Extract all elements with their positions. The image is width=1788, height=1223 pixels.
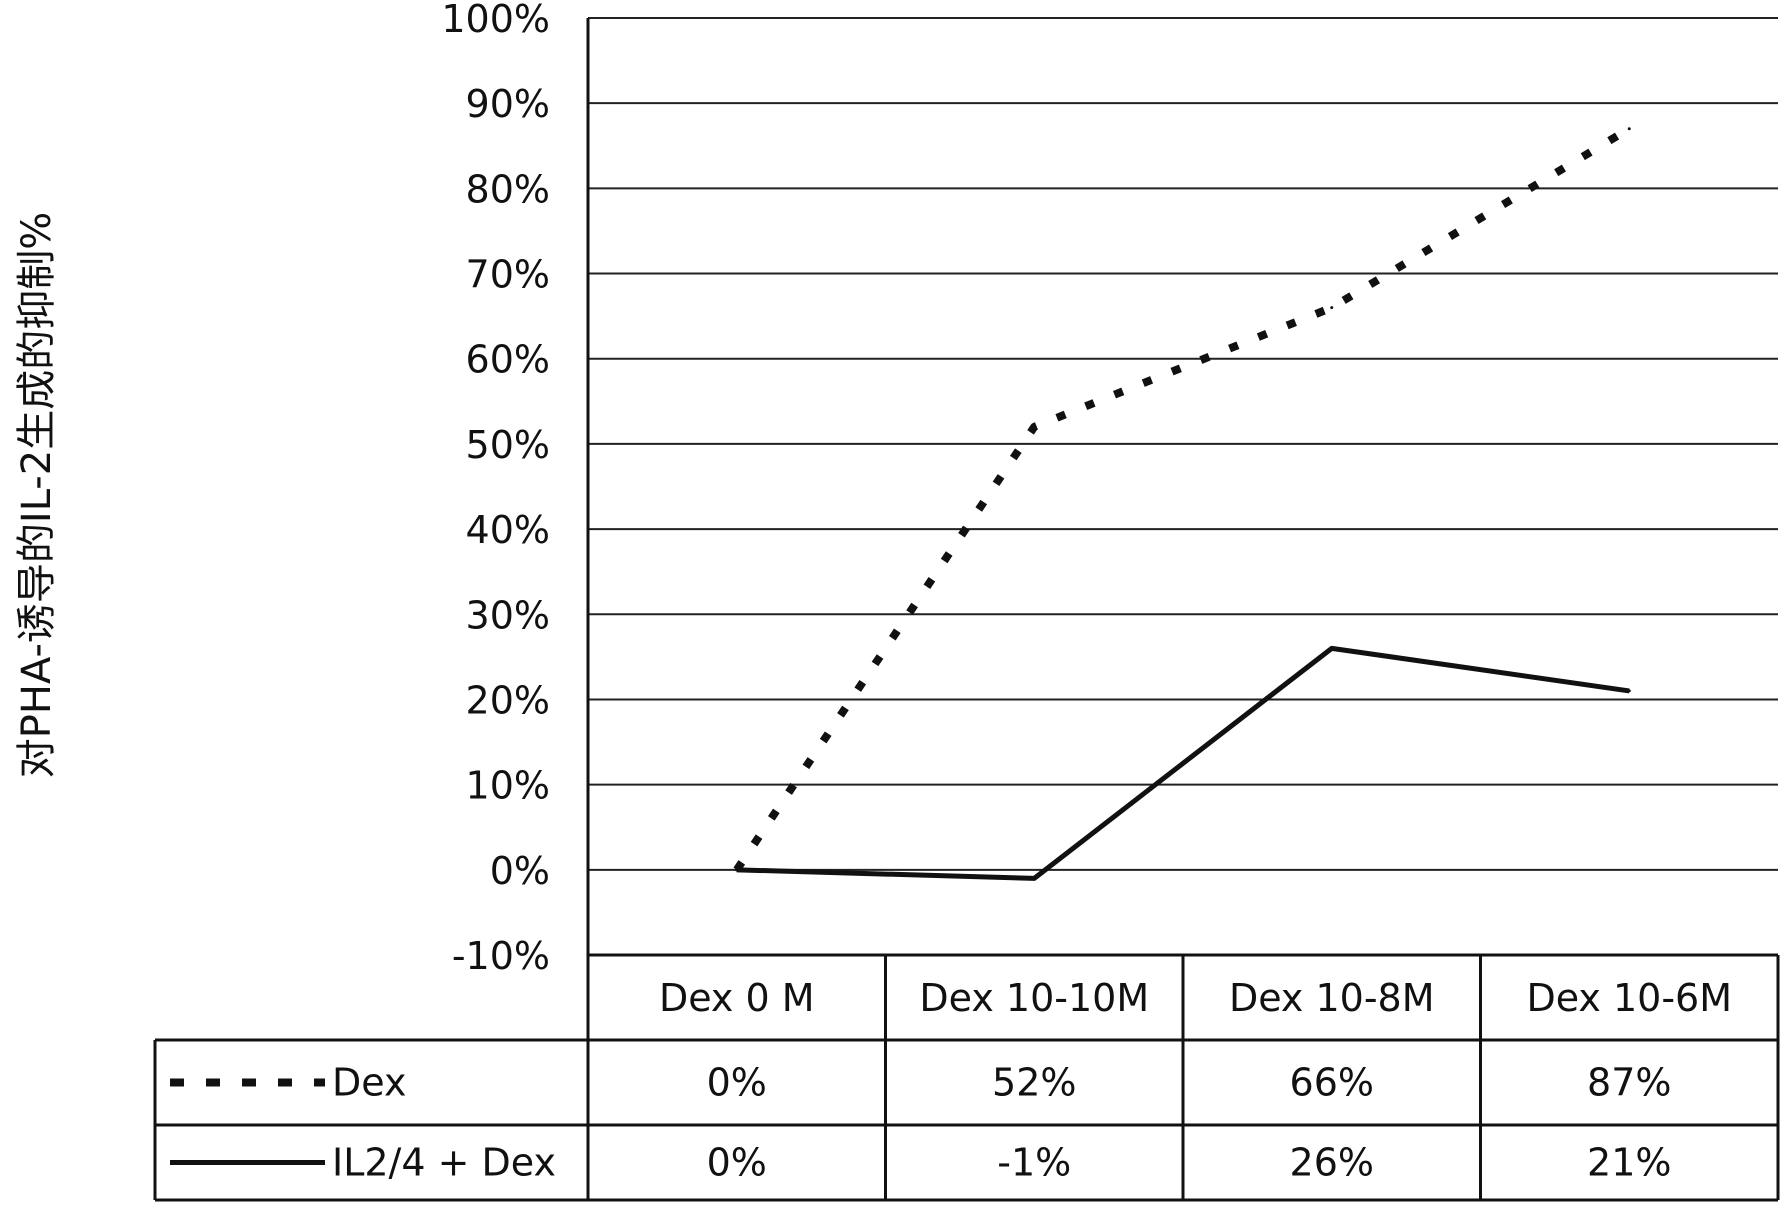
- y-tick-label: 90%: [466, 82, 550, 126]
- y-tick-label: 100%: [441, 0, 550, 41]
- series-line-il2-4-dex: [737, 648, 1630, 878]
- legend-series-name: Dex: [332, 1061, 406, 1105]
- data-point: [1033, 877, 1036, 880]
- y-axis-title: 对PHA-诱导的IL-2生成的抑制%: [14, 212, 60, 778]
- data-label: -1%: [997, 1141, 1071, 1185]
- y-tick-label: 80%: [466, 167, 550, 211]
- x-category-label: Dex 10-8M: [1229, 976, 1435, 1020]
- y-tick-label: -10%: [452, 934, 550, 978]
- data-label: 52%: [992, 1061, 1076, 1105]
- data-point: [1330, 647, 1333, 650]
- y-tick-label: 10%: [466, 764, 550, 808]
- data-point: [1033, 425, 1036, 428]
- y-tick-label: 60%: [466, 338, 550, 382]
- data-label: 87%: [1587, 1061, 1671, 1105]
- x-category-label: Dex 10-10M: [919, 976, 1149, 1020]
- axes: -10% 0% 10% 20% 30% 40% 50% 60% 70% 80% 90% 100%: [441, 0, 588, 978]
- y-tick-label: 50%: [466, 423, 550, 467]
- data-table: Dex 0 M Dex 10-10M Dex 10-8M Dex 10-6M Dex 0%…: [155, 955, 1778, 1200]
- x-category-label: Dex 10-6M: [1526, 976, 1732, 1020]
- y-tick-label: 70%: [466, 253, 550, 297]
- data-label: 0%: [707, 1061, 767, 1105]
- data-label: 26%: [1290, 1141, 1374, 1185]
- x-category-label: Dex 0 M: [659, 976, 815, 1020]
- legend-series-name: IL2/4 + Dex: [332, 1141, 556, 1185]
- y-tick-label: 0%: [490, 849, 550, 893]
- data-label: 21%: [1587, 1141, 1671, 1185]
- y-tick-label: 20%: [466, 678, 550, 722]
- data-label: 66%: [1290, 1061, 1374, 1105]
- data-point: [1628, 127, 1631, 130]
- gridlines: [588, 18, 1778, 870]
- y-tick-label: 30%: [466, 593, 550, 637]
- data-label: 0%: [707, 1141, 767, 1185]
- data-point: [1628, 689, 1631, 692]
- series-line-dex: [737, 129, 1630, 870]
- data-point: [1330, 306, 1333, 309]
- data-point: [735, 868, 738, 871]
- y-tick-label: 40%: [466, 508, 550, 552]
- series-lines: [735, 127, 1631, 880]
